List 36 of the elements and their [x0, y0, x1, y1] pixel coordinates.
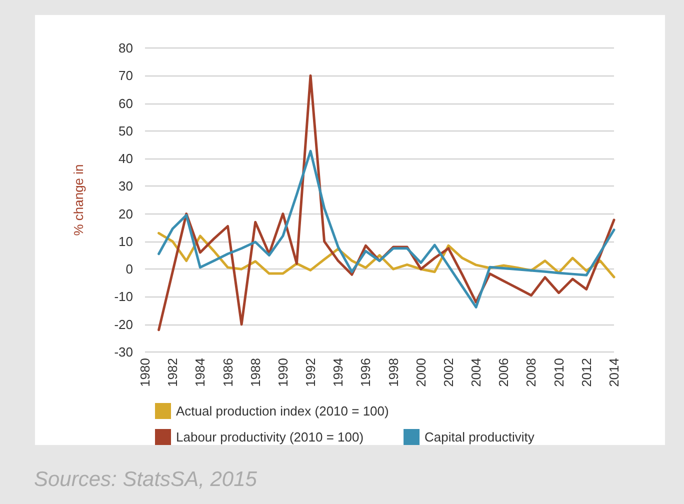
y-tick-label: 50: [118, 123, 133, 138]
x-tick-label: 2002: [440, 358, 456, 387]
y-tick-label: 80: [118, 40, 133, 56]
x-tick-label: 1988: [248, 358, 263, 387]
y-tick-label: -30: [114, 344, 133, 360]
legend-label: Labour productivity (2010 = 100): [176, 430, 364, 444]
y-tick-label: -20: [114, 316, 133, 332]
source-note: Sources: StatsSA, 2015: [34, 468, 258, 491]
legend-label: Capital productivity: [424, 430, 535, 444]
x-tick-label: 1996: [358, 358, 374, 387]
legend-label: Actual production index (2010 = 100): [176, 404, 389, 418]
y-tick-label: 0: [126, 262, 133, 277]
x-tick-label: 1994: [330, 358, 346, 387]
x-tick-label: 2010: [551, 358, 566, 387]
y-tick-label: 10: [118, 234, 133, 249]
y-tick-label: -10: [114, 289, 133, 304]
y-tick-label: 40: [118, 151, 133, 166]
x-tick-label: 2008: [524, 358, 539, 387]
x-tick-label: 2000: [413, 358, 428, 387]
x-tick-label: 1990: [275, 358, 290, 387]
x-tick-label: 2006: [496, 358, 512, 387]
x-tick-label: 2012: [578, 358, 594, 387]
x-tick-label: 1992: [303, 358, 318, 387]
x-tick-label: 2014: [606, 358, 622, 387]
y-tick-label: 30: [118, 178, 133, 194]
line-series: [158, 150, 616, 308]
x-tick-label: 2004: [468, 358, 484, 387]
x-tick-label: 1998: [386, 358, 401, 387]
x-tick-label: 1980: [138, 358, 152, 387]
x-tick-label: 1986: [220, 358, 236, 387]
y-tick-label: 70: [118, 68, 133, 84]
x-tick-label: 1984: [192, 358, 208, 387]
x-tick-label: 1982: [165, 358, 180, 387]
y-axis-title: % change in: [71, 164, 86, 236]
y-tick-label: 60: [118, 96, 133, 111]
y-tick-label: 20: [118, 206, 133, 222]
